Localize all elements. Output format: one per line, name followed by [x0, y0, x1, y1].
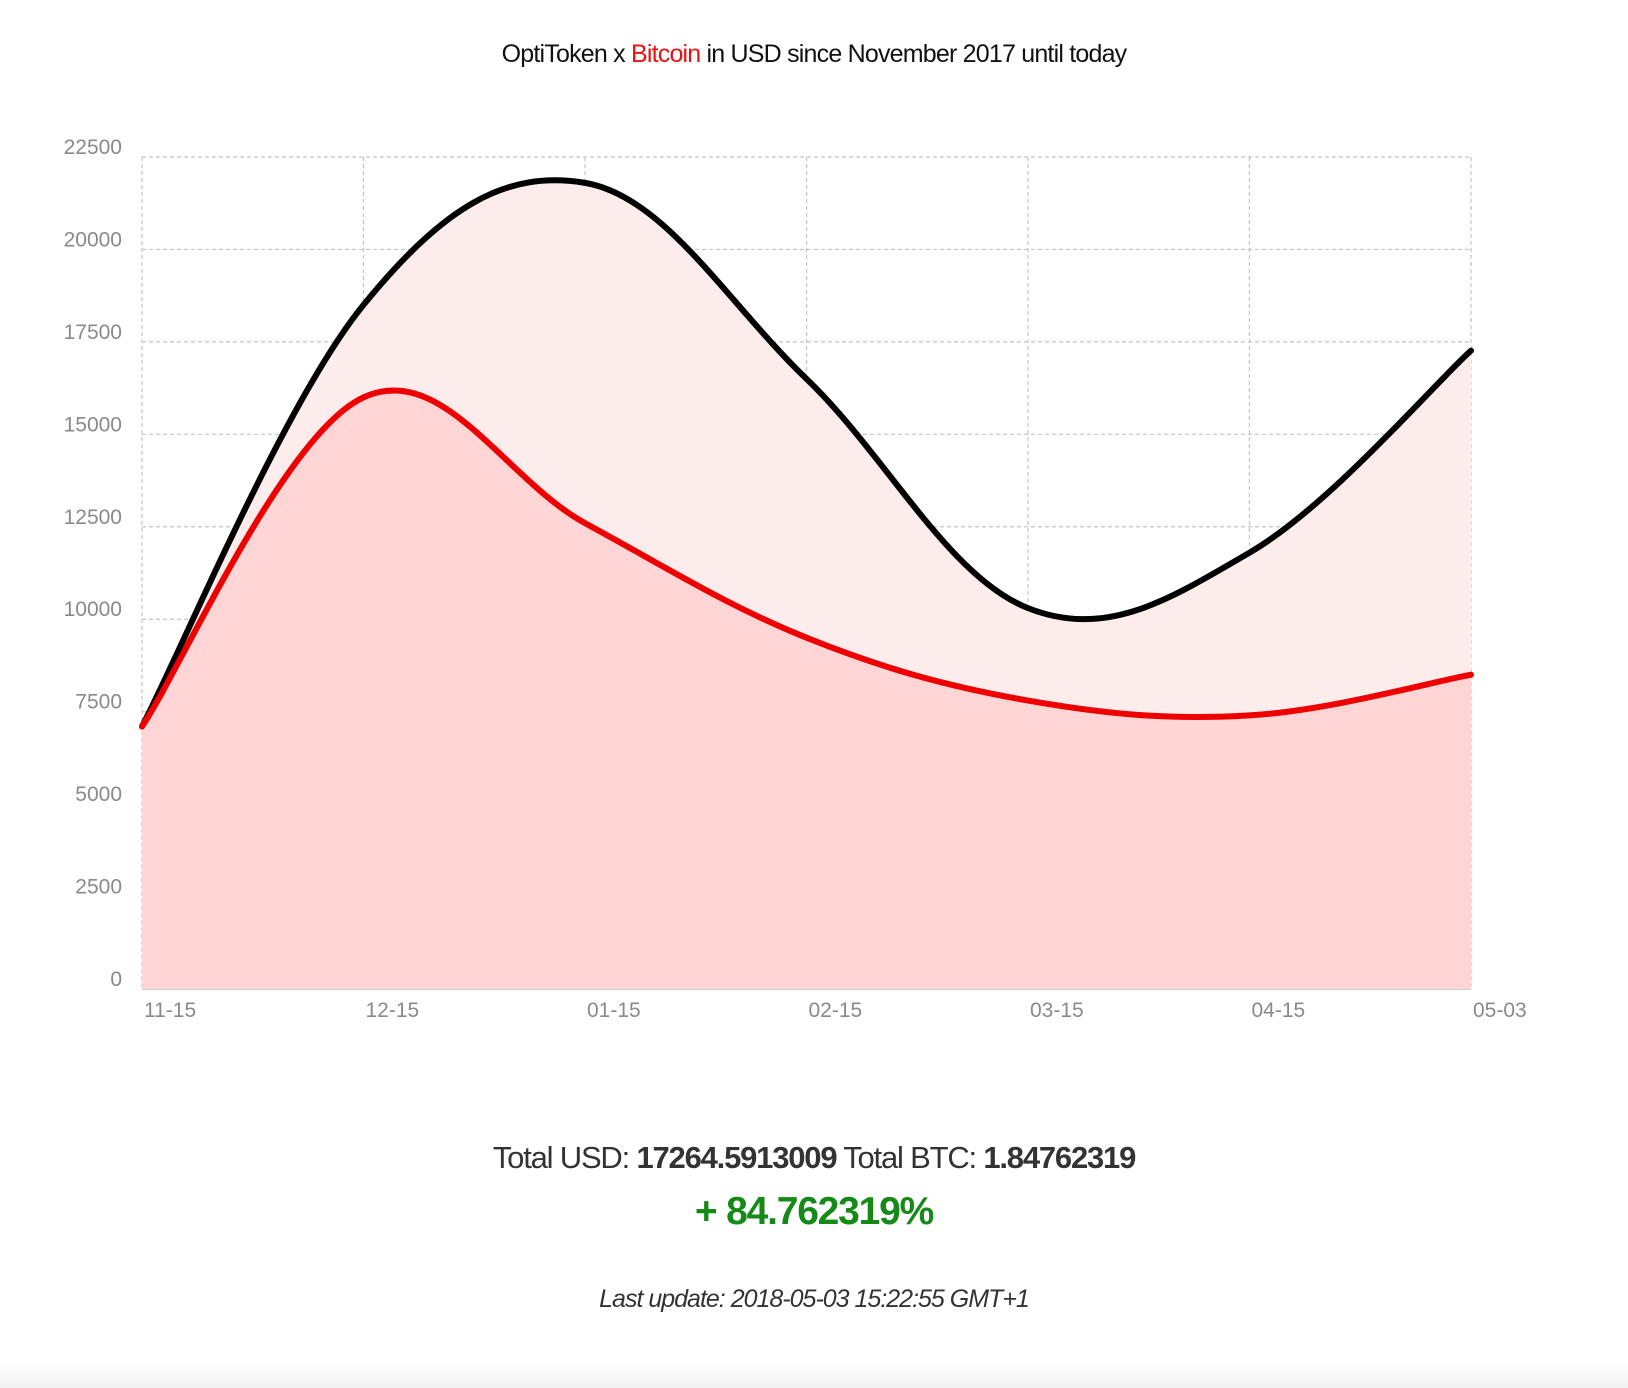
- y-tick-label: 20000: [64, 228, 122, 251]
- y-axis-labels: 0 2500 5000 7500 10000 12500 15000 17500 20000 22…: [64, 136, 122, 991]
- total-usd-value: 17264.5913009: [636, 1140, 837, 1175]
- chart-title-part2: in USD since November 2017 until today: [700, 40, 1128, 68]
- totals-line: Total USD: 17264.5913009 Total BTC: 1.84…: [0, 1140, 1628, 1176]
- y-tick-label: 22500: [64, 136, 122, 159]
- x-axis-labels: 11-15 12-15 01-15 02-15 03-15 04-15 05-03: [144, 999, 1527, 1022]
- area-bitcoin: [142, 390, 1471, 989]
- y-tick-label: 7500: [75, 691, 122, 714]
- total-btc-label: Total BTC:: [836, 1140, 984, 1175]
- y-tick-label: 15000: [64, 413, 122, 436]
- total-usd-label: Total USD:: [492, 1140, 637, 1175]
- chart-title-part1: OptiToken x: [501, 40, 631, 68]
- line-optitoken: [139, 177, 1474, 730]
- x-tick-label: 01-15: [587, 999, 641, 1022]
- chart-lines: [139, 177, 1474, 730]
- x-tick-label: 12-15: [366, 999, 420, 1022]
- x-tick-label: 04-15: [1252, 999, 1306, 1022]
- y-tick-label: 0: [110, 968, 122, 991]
- y-tick-label: 10000: [64, 598, 122, 621]
- y-tick-label: 2500: [75, 876, 122, 899]
- last-update: Last update: 2018-05-03 15:22:55 GMT+1: [599, 1285, 1030, 1313]
- bottom-shade: [0, 1360, 1628, 1388]
- line-bitcoin: [139, 387, 1474, 730]
- chart-title-accent: Bitcoin: [630, 40, 701, 68]
- chart-title: OptiToken x Bitcoin in USD since Novembe…: [0, 40, 1628, 69]
- y-tick-label: 12500: [64, 506, 122, 529]
- percent-change: + 84.762319%: [694, 1190, 934, 1233]
- total-btc-value: 1.84762319: [983, 1140, 1136, 1175]
- chart-areas: [142, 180, 1471, 990]
- price-chart: 0 2500 5000 7500 10000 12500 15000 17500 20000 22…: [64, 136, 1527, 1022]
- x-tick-label: 02-15: [809, 999, 863, 1022]
- x-tick-label: 11-15: [144, 999, 196, 1022]
- x-tick-label: 05-03: [1473, 999, 1527, 1022]
- y-tick-label: 5000: [75, 783, 122, 806]
- x-tick-label: 03-15: [1030, 999, 1084, 1022]
- y-tick-label: 17500: [64, 321, 122, 344]
